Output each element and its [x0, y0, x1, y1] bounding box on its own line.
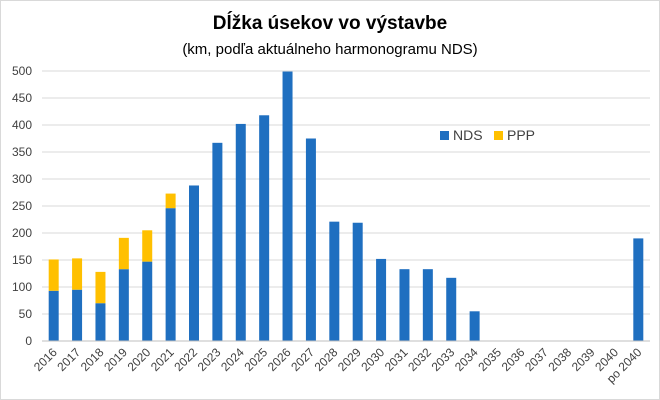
x-tick-label: 2037	[522, 345, 551, 374]
bar-nds-2028	[329, 221, 340, 341]
y-tick-label: 250	[12, 199, 32, 213]
x-tick-label: 2032	[405, 345, 434, 374]
x-tick-label: 2038	[545, 345, 574, 374]
y-tick-label: 300	[12, 172, 32, 186]
gridlines	[42, 70, 650, 315]
bar-nds-2019	[118, 269, 129, 341]
x-tick-label: 2030	[358, 345, 387, 374]
x-axis-ticks: 2016201720182019202020212022202320242025…	[31, 345, 645, 386]
bar-nds-2018	[95, 303, 106, 341]
bar-nds-2030	[376, 258, 387, 341]
x-tick-label: 2027	[288, 345, 317, 374]
bar-ppp-2016	[48, 259, 59, 291]
y-tick-label: 150	[12, 253, 32, 267]
y-tick-label: 100	[12, 280, 32, 294]
x-tick-label: 2021	[148, 345, 177, 374]
x-tick-label: 2025	[241, 345, 270, 374]
legend-label-nds: NDS	[453, 127, 483, 143]
x-tick-label: 2024	[218, 345, 247, 374]
x-tick-label: 2033	[429, 345, 458, 374]
bar-nds-2020	[142, 261, 153, 341]
bar-nds-2023	[212, 142, 223, 341]
legend-label-ppp: PPP	[507, 127, 535, 143]
y-tick-label: 450	[12, 91, 32, 105]
legend: NDS PPP	[440, 127, 535, 143]
y-axis-ticks: 0 50 100 150 200 250 300 350 400 450 500	[12, 64, 32, 348]
x-tick-label: 2022	[171, 345, 200, 374]
bar-nds-2029	[352, 222, 363, 341]
y-tick-label: 0	[25, 334, 32, 348]
bar-ppp-2020	[142, 230, 153, 262]
bar-nds-2021	[165, 208, 176, 341]
y-tick-label: 400	[12, 118, 32, 132]
y-tick-label: 500	[12, 64, 32, 78]
bar-nds-2032	[422, 269, 433, 341]
bar-nds-2026	[282, 71, 293, 341]
bar-nds-2022	[189, 185, 199, 341]
x-tick-label: 2020	[125, 345, 154, 374]
bar-nds-po-2040	[633, 238, 644, 341]
bars	[48, 71, 644, 341]
x-tick-label: 2018	[78, 345, 107, 374]
x-tick-label: 2017	[54, 345, 83, 374]
x-tick-label: 2023	[195, 345, 224, 374]
x-tick-label: 2034	[452, 345, 481, 374]
chart-subtitle: (km, podľa aktuálneho harmonogramu NDS)	[182, 41, 478, 58]
x-tick-label: 2031	[382, 345, 411, 374]
x-tick-label: 2039	[569, 345, 598, 374]
y-tick-label: 200	[12, 226, 32, 240]
x-tick-label: 2035	[475, 345, 504, 374]
bar-nds-2033	[446, 277, 457, 341]
x-tick-label: 2019	[101, 345, 130, 374]
bar-nds-2025	[259, 115, 270, 341]
bar-ppp-2019	[118, 237, 129, 270]
x-tick-label: 2016	[31, 345, 60, 374]
bar-ppp-2018	[95, 271, 106, 304]
x-tick-label: 2026	[265, 345, 294, 374]
x-tick-label: 2029	[335, 345, 364, 374]
bar-ppp-2021	[165, 193, 176, 209]
y-tick-label: 350	[12, 145, 32, 159]
bar-nds-2031	[399, 269, 410, 341]
bar-ppp-2017	[72, 258, 83, 290]
bar-nds-2024	[235, 123, 246, 341]
x-tick-label: 2036	[499, 345, 528, 374]
bar-nds-2016	[48, 290, 59, 341]
bar-nds-2034	[469, 311, 480, 341]
bar-nds-2017	[72, 289, 83, 341]
y-tick-label: 50	[19, 307, 33, 321]
x-tick-label: 2028	[312, 345, 341, 374]
legend-swatch-ppp	[494, 131, 503, 140]
legend-swatch-nds	[440, 131, 449, 140]
bar-nds-2027	[305, 138, 316, 341]
chart-title: Dĺžka úsekov vo výstavbe	[212, 13, 448, 34]
